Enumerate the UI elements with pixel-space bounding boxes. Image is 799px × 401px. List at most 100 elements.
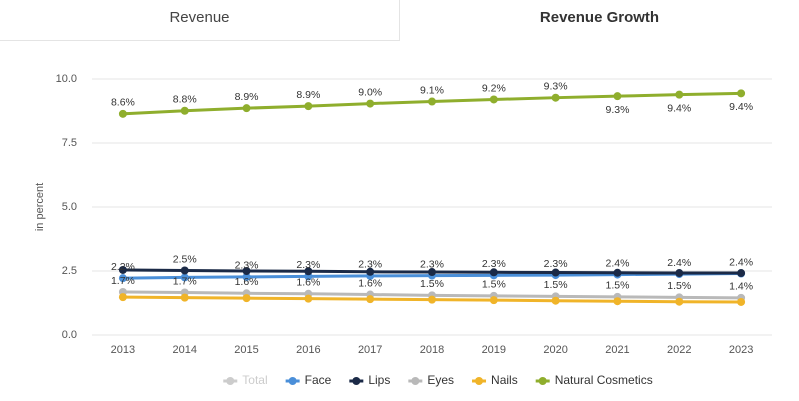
data-point (428, 268, 436, 277)
data-point (366, 295, 375, 304)
data-label: 2.4% (667, 257, 691, 269)
data-label: 1.6% (358, 277, 382, 289)
legend-label[interactable]: Nails (491, 373, 518, 387)
data-point (613, 297, 622, 306)
tab[interactable]: Revenue (0, 0, 400, 41)
data-label: 2.5% (173, 253, 197, 265)
data-point (428, 97, 436, 106)
y-axis-label: in percent (34, 183, 46, 231)
data-label: 1.7% (173, 275, 197, 287)
data-point (180, 273, 189, 282)
chart: in percent 0.0 2.5 5.0 7.5 10.0 2013 2014 2015 2… (34, 73, 772, 387)
data-point (118, 274, 127, 283)
data-point (489, 296, 498, 305)
data-point (180, 266, 189, 275)
legend-label[interactable]: Eyes (427, 373, 454, 387)
data-label: 8.8% (173, 94, 197, 106)
data-point (737, 297, 746, 306)
data-point (551, 93, 560, 102)
data-point (304, 294, 313, 303)
legend-marker (475, 377, 484, 385)
data-label: 9.4% (667, 102, 691, 114)
data-label: 9.1% (420, 84, 444, 96)
data-label: 8.9% (296, 89, 320, 101)
x-tick-label: 2015 (234, 344, 258, 356)
data-label: 8.9% (235, 91, 259, 103)
data-label: 2.4% (605, 257, 629, 269)
data-label: 9.0% (358, 86, 382, 98)
y-tick-label: 2.5 (62, 265, 77, 277)
data-point (613, 92, 622, 101)
data-point (675, 90, 684, 99)
data-point (180, 106, 189, 115)
legend-label[interactable]: Natural Cosmetics (555, 373, 653, 387)
data-label: 1.5% (667, 280, 691, 292)
x-tick-label: 2017 (358, 344, 382, 356)
data-label: 1.5% (605, 280, 629, 292)
data-label: 2.3% (420, 258, 444, 270)
legend-marker (226, 377, 235, 385)
data-label: 2.3% (358, 259, 382, 271)
y-tick-label: 10.0 (56, 73, 77, 85)
data-label: 9.3% (544, 80, 568, 92)
data-point (737, 269, 746, 278)
legend-marker (411, 377, 420, 385)
data-point (118, 109, 127, 118)
data-label: 9.4% (729, 101, 753, 113)
x-tick-label: 2019 (482, 344, 506, 356)
data-point (428, 295, 436, 304)
data-label: 2.3% (482, 258, 506, 270)
data-point (242, 272, 251, 281)
y-tick-label: 0.0 (62, 329, 77, 341)
data-point (737, 89, 746, 98)
y-tick-label: 5.0 (62, 201, 77, 213)
data-point (242, 267, 251, 275)
x-tick-label: 2013 (111, 344, 135, 356)
tab-bar: Revenue Revenue Growth (0, 0, 799, 42)
data-point (675, 269, 684, 278)
legend-marker (352, 377, 361, 385)
legend-label[interactable]: Face (305, 373, 332, 387)
x-tick-label: 2020 (543, 344, 567, 356)
tab-active[interactable]: Revenue Growth (539, 9, 660, 26)
x-tick-label: 2018 (420, 344, 444, 356)
data-label: 1.6% (235, 276, 259, 288)
data-label: 9.2% (482, 82, 506, 94)
data-point (489, 268, 498, 277)
data-label: 9.3% (605, 104, 629, 116)
data-label: 1.5% (420, 278, 444, 290)
data-point (551, 296, 560, 305)
data-label: 2.4% (729, 256, 753, 268)
data-label: 2.3% (235, 260, 259, 272)
data-point (675, 297, 684, 306)
data-point (551, 268, 560, 277)
legend-marker (538, 377, 547, 385)
data-point (304, 267, 313, 276)
x-tick-label: 2021 (605, 344, 629, 356)
legend-marker (288, 377, 297, 385)
data-label: 1.5% (482, 279, 506, 291)
x-tick-label: 2023 (729, 344, 753, 356)
data-label: 8.6% (111, 97, 135, 109)
x-tick-label: 2016 (296, 344, 320, 356)
legend: Total Face Lips Eyes Nails Natural Cosmetics (223, 373, 653, 387)
data-label: 1.6% (296, 277, 320, 289)
data-label: 2.3% (296, 259, 320, 271)
data-point (613, 268, 622, 277)
data-point (489, 95, 498, 104)
data-label: 1.4% (729, 281, 753, 293)
data-point (242, 104, 251, 113)
data-point (118, 265, 127, 274)
data-label: 2.2% (111, 261, 135, 273)
legend-label[interactable]: Lips (368, 373, 390, 387)
legend-label[interactable]: Total (242, 373, 267, 387)
data-point (366, 267, 375, 276)
data-label: 1.5% (544, 279, 568, 291)
y-tick-label: 7.5 (62, 137, 77, 149)
data-point (118, 293, 127, 302)
x-tick-label: 2014 (172, 344, 196, 356)
data-point (180, 293, 189, 302)
data-point (242, 294, 251, 303)
data-label: 1.7% (111, 275, 135, 287)
